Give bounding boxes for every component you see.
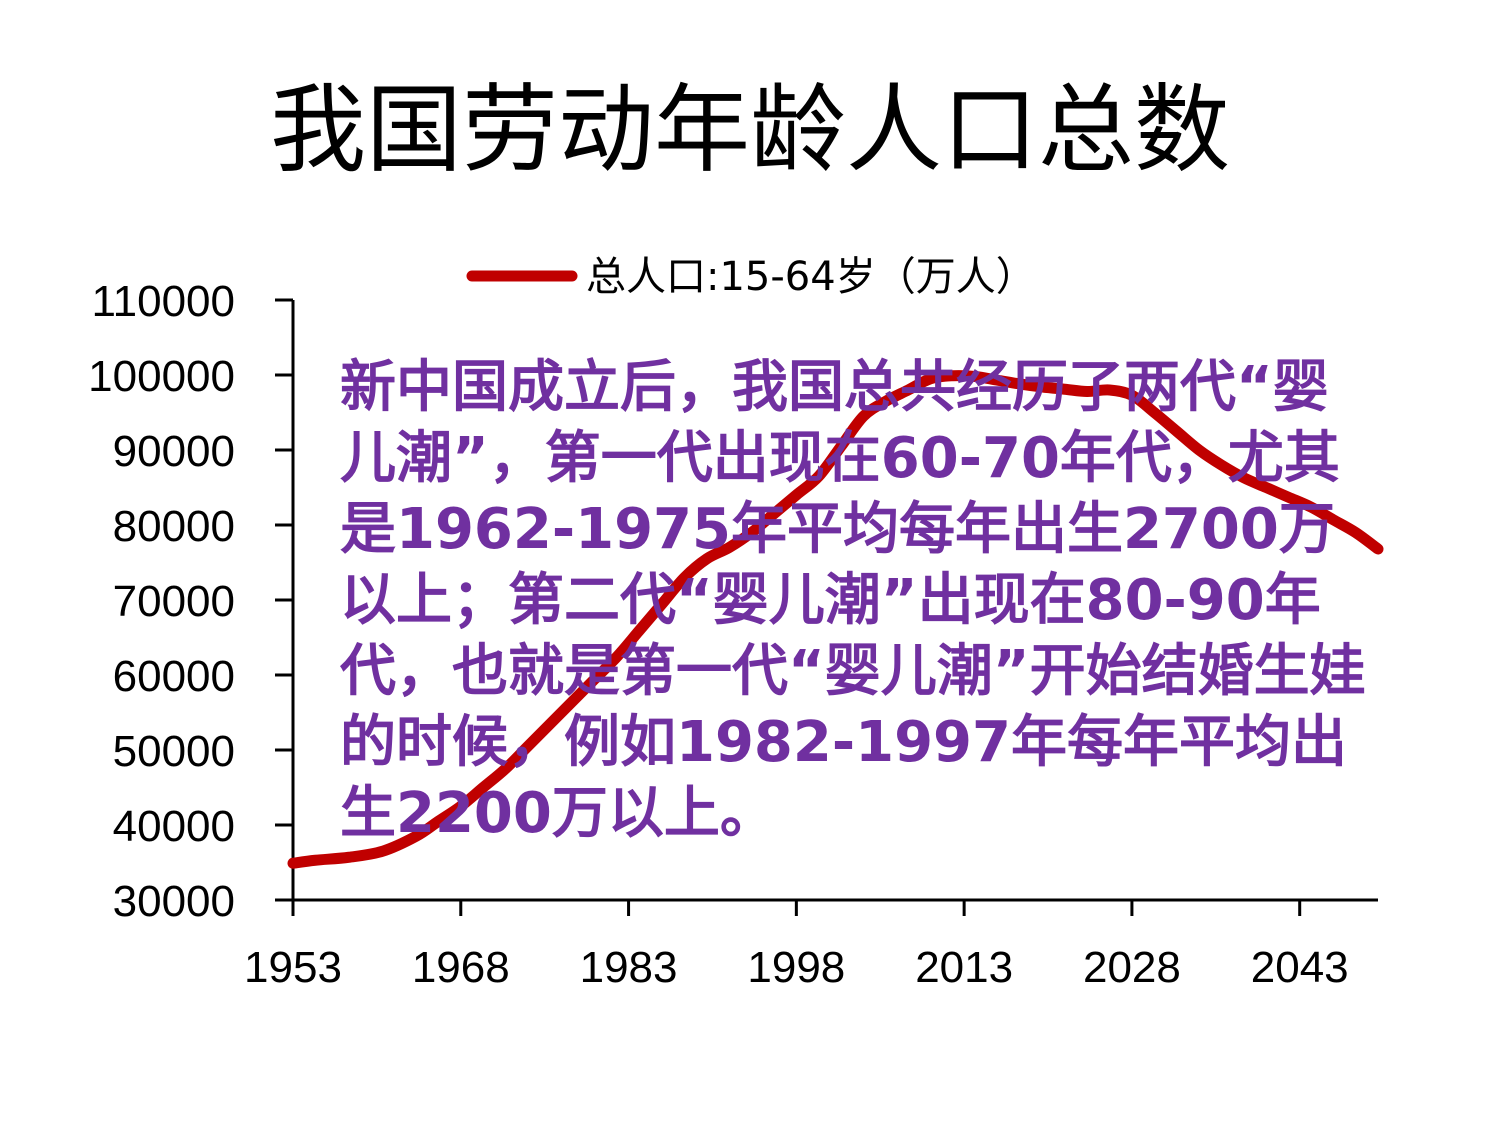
x-tick-label: 1953 [244, 943, 342, 992]
y-tick-label: 60000 [113, 652, 235, 701]
y-tick-label: 50000 [113, 727, 235, 776]
slide-title: 我国劳动年龄人口总数 [270, 74, 1230, 186]
x-axis-ticks: 1953 1968 1983 1998 2013 2028 2043 [244, 900, 1349, 992]
x-tick-label: 1998 [747, 943, 845, 992]
y-tick-label: 30000 [113, 877, 235, 926]
series-layer [287, 370, 1384, 869]
x-tick-label: 1983 [580, 943, 678, 992]
y-tick-label: 70000 [113, 577, 235, 626]
y-tick-label: 80000 [113, 502, 235, 551]
y-axis-ticks: 30000 40000 50000 60000 70000 80000 90000 10000… [88, 277, 293, 926]
x-tick-label: 1968 [412, 943, 510, 992]
x-tick-label: 2043 [1251, 943, 1349, 992]
series-line [287, 370, 1384, 869]
y-tick-label: 100000 [88, 352, 235, 401]
annotation-text: 新中国成立后，我国总共经历了两代“婴儿潮”，第一代出现在60-70年代，尤其是1… [340, 355, 1366, 846]
y-tick-label: 110000 [91, 277, 235, 326]
y-tick-label: 90000 [113, 427, 235, 476]
x-tick-label: 2013 [915, 943, 1013, 992]
x-tick-label: 2028 [1083, 943, 1181, 992]
y-tick-label: 40000 [113, 802, 235, 851]
legend-label: 总人口:15-64岁（万人） [586, 254, 1036, 300]
chart-legend: 总人口:15-64岁（万人） [466, 254, 1036, 300]
